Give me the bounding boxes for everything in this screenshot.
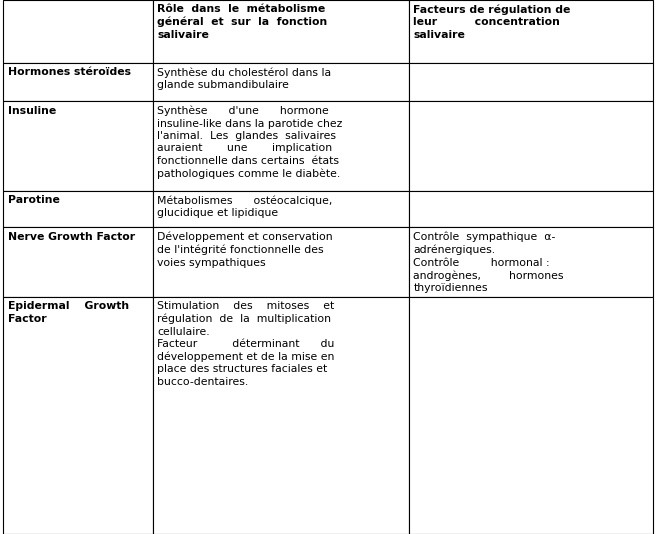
Bar [153, 63, 409, 101]
Bar [409, 191, 653, 227]
Text: Hormones stéroïdes: Hormones stéroïdes [8, 67, 131, 77]
Bar [153, 0, 409, 63]
Bar [3, 191, 153, 227]
Bar [3, 0, 153, 63]
Text: Développement et conservation
de l'intégrité fonctionnelle des
voies sympathique: Développement et conservation de l'intég… [157, 232, 333, 268]
Bar [409, 101, 653, 191]
Bar [409, 297, 653, 534]
Bar [409, 0, 653, 63]
Bar [3, 227, 153, 297]
Bar [153, 101, 409, 191]
Text: Rôle  dans  le  métabolisme
général  et  sur  la  fonction
salivaire: Rôle dans le métabolisme général et sur … [157, 4, 328, 40]
Text: Nerve Growth Factor: Nerve Growth Factor [8, 232, 135, 242]
Text: Contrôle  sympathique  α-
adrénergiques.
Contrôle         hormonal :
androgènes,: Contrôle sympathique α- adrénergiques. C… [413, 232, 564, 293]
Text: Métabolismes      ostéocalcique,
glucidique et lipidique: Métabolismes ostéocalcique, glucidique e… [157, 195, 333, 218]
Bar [153, 227, 409, 297]
Text: Facteurs de régulation de
leur          concentration
salivaire: Facteurs de régulation de leur concentra… [413, 4, 571, 40]
Bar [3, 101, 153, 191]
Text: Parotine: Parotine [8, 195, 60, 206]
Bar [409, 227, 653, 297]
Bar [3, 297, 153, 534]
Text: Synthèse du cholestérol dans la
glande submandibulaire: Synthèse du cholestérol dans la glande s… [157, 67, 331, 90]
Text: Insuline: Insuline [8, 106, 56, 116]
Bar [153, 191, 409, 227]
Text: Epidermal    Growth
Factor: Epidermal Growth Factor [8, 301, 129, 324]
Bar [409, 63, 653, 101]
Bar [3, 63, 153, 101]
Text: Synthèse      d'une      hormone
insuline-like dans la parotide chez
l'animal.  : Synthèse d'une hormone insuline-like dan… [157, 106, 343, 179]
Text: Stimulation    des    mitoses    et
régulation  de  la  multiplication
cellulair: Stimulation des mitoses et régulation de… [157, 301, 335, 387]
Bar [153, 297, 409, 534]
